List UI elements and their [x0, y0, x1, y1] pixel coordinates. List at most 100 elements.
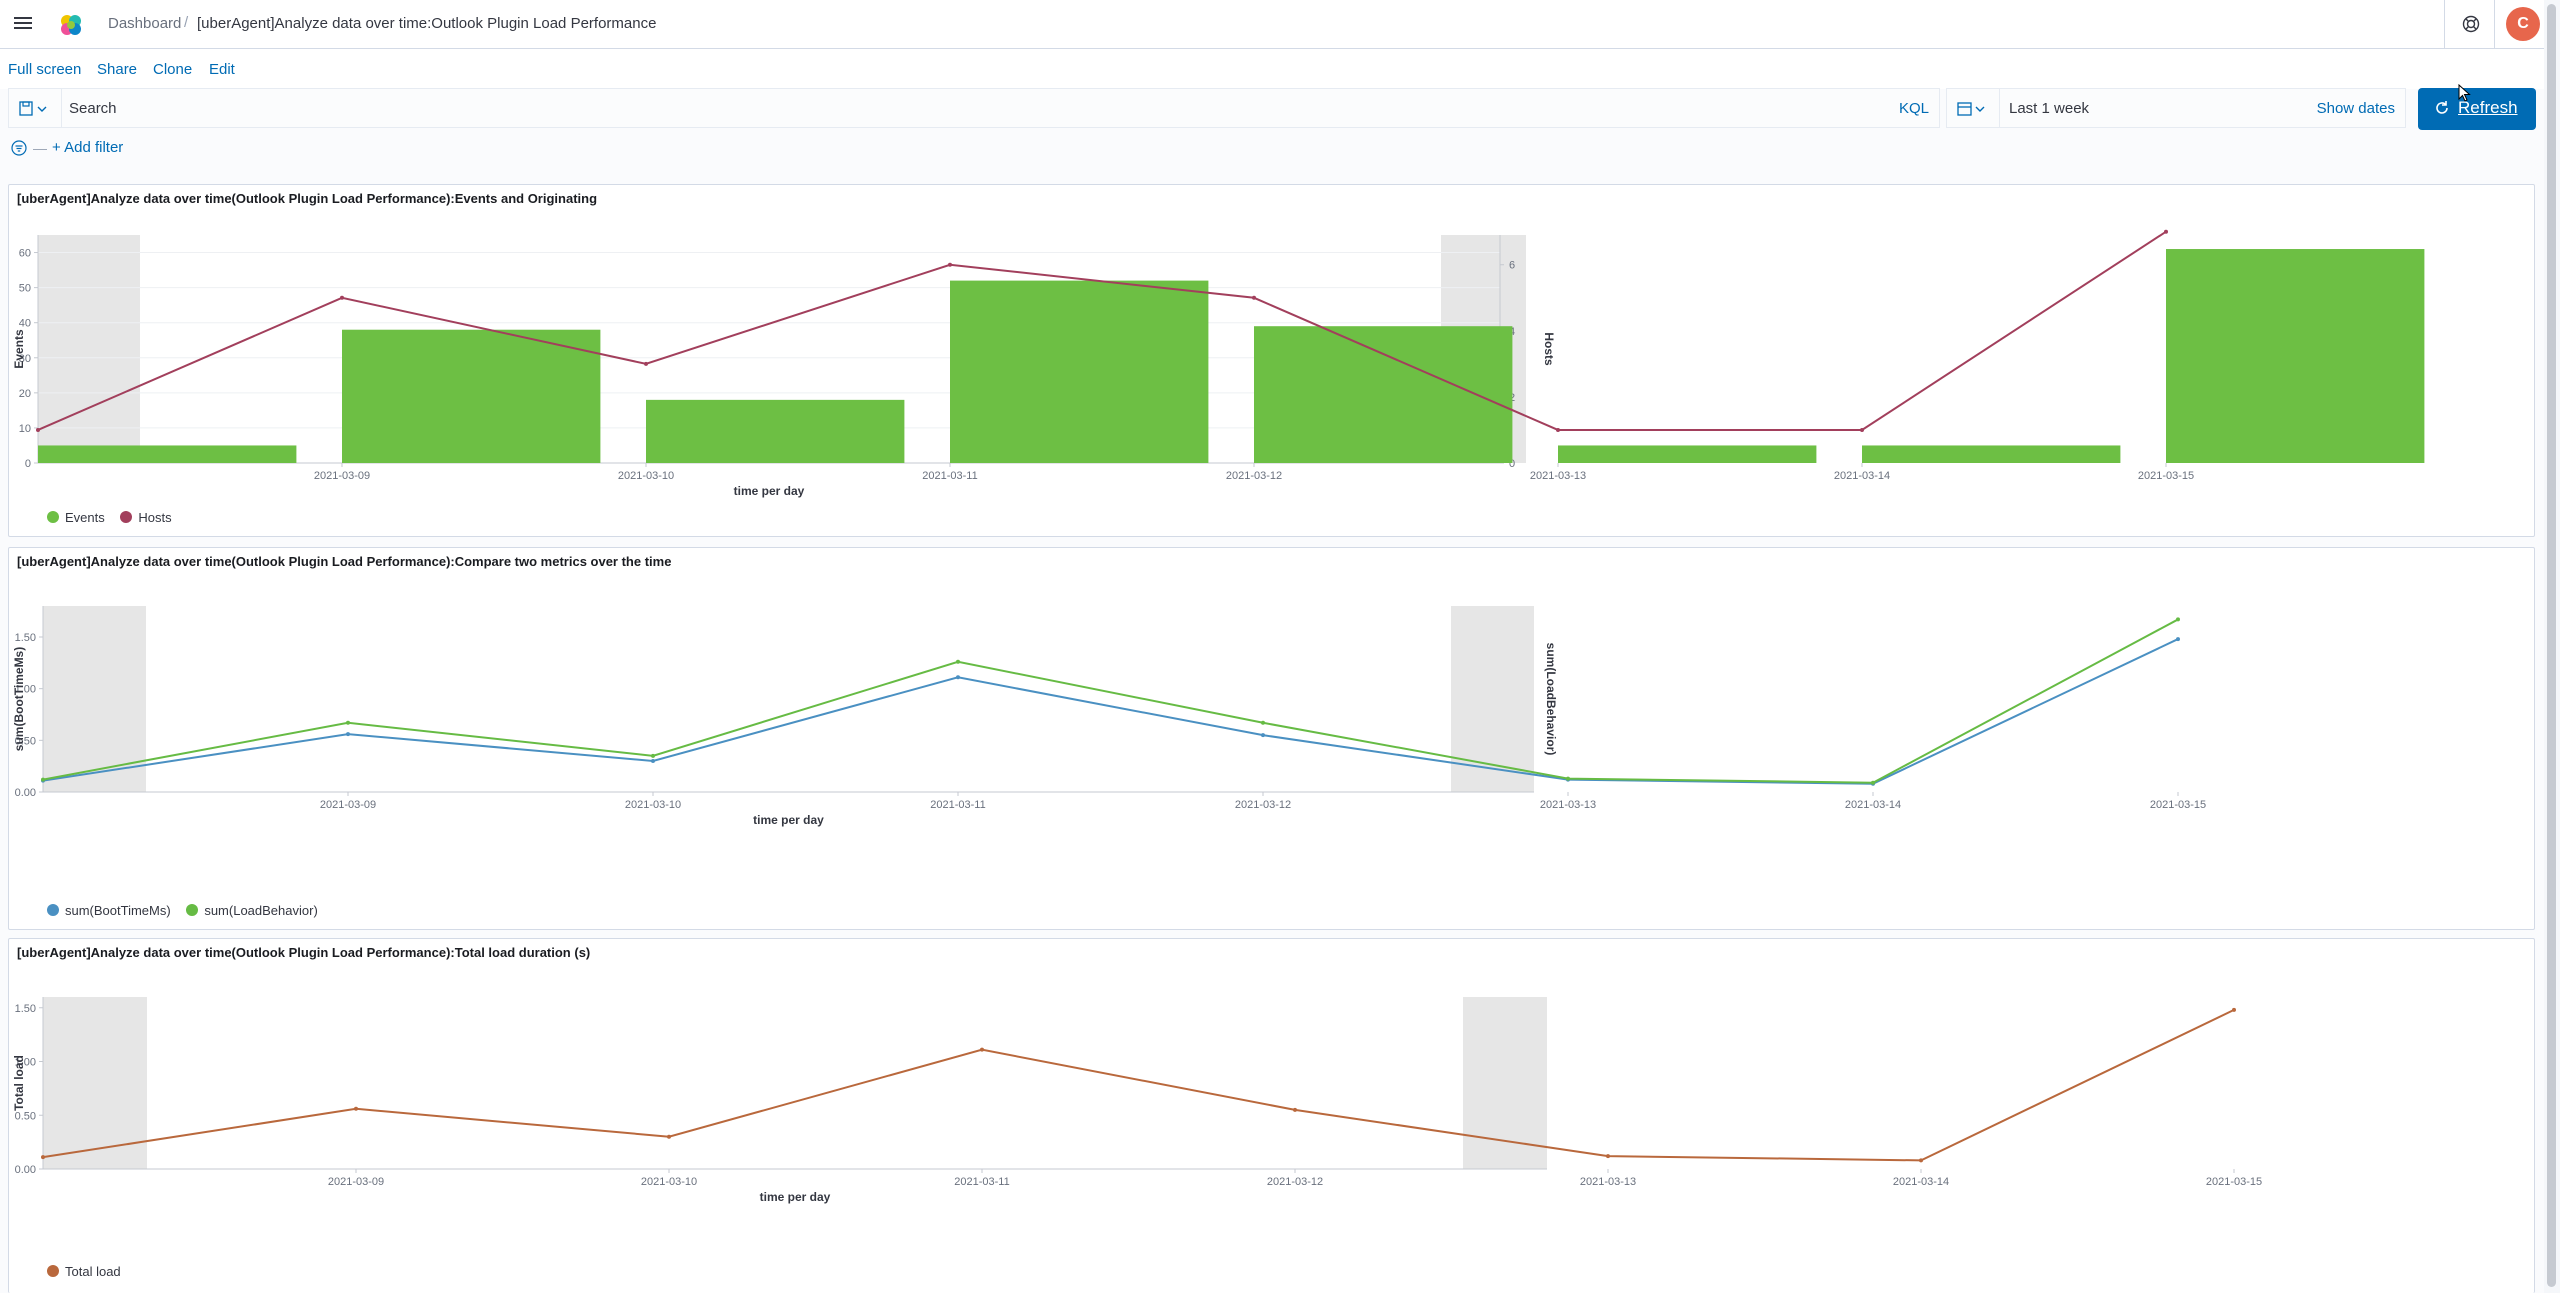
data-point [1261, 733, 1265, 738]
y2-axis-title: sum(LoadBehavior) [1544, 643, 1558, 756]
y-tick-label: 0.50 [15, 735, 36, 747]
refresh-button[interactable]: Refresh [2418, 88, 2536, 130]
legend-item-hosts[interactable]: Hosts [120, 510, 172, 525]
legend-item-events[interactable]: Events [47, 510, 105, 525]
y-tick-label: 40 [19, 318, 31, 330]
x-tick-label: 2021-03-14 [1845, 799, 1901, 811]
series-line [42, 638, 2179, 785]
series-line [42, 1008, 2235, 1162]
x-tick-label: 2021-03-14 [1893, 1176, 1949, 1188]
help-icon[interactable] [2462, 15, 2480, 33]
x-tick-label: 2021-03-15 [2150, 799, 2206, 811]
y-axis-title: Events [12, 329, 26, 369]
data-point [667, 1134, 671, 1139]
out-of-range-shade-right [1463, 997, 1547, 1169]
data-point [340, 295, 344, 300]
chart-legend: Total load [47, 1264, 133, 1279]
mouse-cursor-icon [2458, 84, 2471, 102]
x-tick-label: 2021-03-13 [1540, 799, 1596, 811]
panel-events-originating: [uberAgent]Analyze data over time(Outloo… [8, 184, 2535, 537]
bar-events [1254, 326, 1513, 463]
y-tick-label: 0.00 [15, 1164, 36, 1176]
breadcrumb-separator: / [184, 14, 189, 31]
add-filter-button[interactable]: + Add filter [52, 139, 124, 156]
search-input[interactable]: Search [69, 100, 117, 117]
data-point [2176, 637, 2180, 642]
data-point [1606, 1154, 1610, 1159]
chart-legend: Events Hosts [47, 510, 184, 525]
user-avatar[interactable]: C [2506, 7, 2540, 41]
panel-total-load: [uberAgent]Analyze data over time(Outloo… [8, 938, 2535, 1293]
data-point [346, 732, 350, 737]
breadcrumb-dashboard[interactable]: Dashboard [108, 15, 182, 32]
panel-compare-metrics: [uberAgent]Analyze data over time(Outloo… [8, 547, 2535, 930]
y-tick-label: 0.50 [15, 1110, 36, 1122]
clone-link[interactable]: Clone [153, 61, 193, 78]
data-point [1293, 1107, 1297, 1112]
filter-options-icon[interactable] [11, 140, 27, 156]
x-axis-title: time per day [734, 484, 805, 498]
share-link[interactable]: Share [97, 61, 138, 78]
date-picker[interactable]: Last 1 week Show dates [1946, 88, 2406, 128]
legend-item-boottime[interactable]: sum(BootTimeMs) [47, 903, 171, 918]
bar-events [2166, 249, 2425, 463]
y-tick-label: 1.50 [15, 632, 36, 644]
data-point [948, 262, 952, 267]
legend-item-total-load[interactable]: Total load [47, 1264, 121, 1279]
data-point [1919, 1158, 1923, 1163]
x-tick-label: 2021-03-10 [625, 799, 681, 811]
legend-dot [47, 511, 59, 523]
data-point [1556, 427, 1560, 432]
y2-axis-title: Hosts [1542, 332, 1556, 366]
menu-icon[interactable] [14, 14, 34, 34]
dashboard-top-nav: Full screen Share Clone Edit [0, 49, 2560, 89]
legend-item-loadbehavior[interactable]: sum(LoadBehavior) [186, 903, 318, 918]
y-tick-label: 50 [19, 283, 31, 295]
series-line [37, 230, 2167, 431]
events-hosts-chart: 0102030405060Events0246Hosts2021-03-0920… [12, 229, 2425, 498]
legend-label: Hosts [138, 510, 172, 525]
out-of-range-shade-left [43, 606, 146, 792]
data-point [41, 777, 45, 782]
kql-language-toggle[interactable]: KQL [1898, 100, 1929, 117]
scrollbar-thumb[interactable] [2547, 4, 2556, 1287]
x-tick-label: 2021-03-13 [1580, 1176, 1636, 1188]
x-tick-label: 2021-03-09 [320, 799, 376, 811]
header-divider [2444, 0, 2445, 48]
saved-query-button[interactable] [9, 89, 62, 127]
x-tick-label: 2021-03-11 [922, 470, 977, 482]
data-point [651, 753, 655, 758]
y-tick-label: 0.00 [15, 787, 36, 799]
data-point [956, 659, 960, 664]
data-point [36, 427, 40, 432]
data-point [980, 1047, 984, 1052]
legend-dot [47, 1265, 59, 1277]
legend-dot [47, 904, 59, 916]
refresh-icon [2436, 101, 2448, 114]
data-point [1261, 720, 1265, 725]
bar-events [646, 399, 905, 463]
app-header: Dashboard / [uberAgent]Analyze data over… [0, 0, 2560, 49]
x-tick-label: 2021-03-14 [1834, 470, 1890, 482]
y-tick-label: 1.00 [15, 1057, 36, 1069]
page-scrollbar[interactable] [2544, 0, 2560, 1293]
elastic-logo-icon[interactable] [58, 12, 84, 38]
edit-link[interactable]: Edit [209, 61, 235, 78]
x-tick-label: 2021-03-15 [2138, 470, 2194, 482]
chart-legend: sum(BootTimeMs) sum(LoadBehavior) [47, 903, 330, 918]
quick-select-button[interactable] [1947, 89, 2000, 127]
x-axis-title: time per day [753, 813, 824, 827]
show-dates-link[interactable]: Show dates [2316, 100, 2395, 117]
full-screen-link[interactable]: Full screen [8, 61, 82, 78]
legend-dot [186, 904, 199, 916]
y-tick-label: 0 [25, 458, 31, 470]
time-range-label[interactable]: Last 1 week [2009, 100, 2090, 117]
legend-label: Total load [65, 1264, 121, 1279]
x-tick-label: 2021-03-13 [1530, 470, 1586, 482]
legend-label: sum(BootTimeMs) [65, 903, 171, 918]
query-bar[interactable]: Search KQL [8, 88, 1940, 128]
x-tick-label: 2021-03-12 [1235, 799, 1291, 811]
save-icon [19, 101, 47, 116]
out-of-range-shade-right [1451, 606, 1534, 792]
bar-events [1862, 445, 2121, 463]
